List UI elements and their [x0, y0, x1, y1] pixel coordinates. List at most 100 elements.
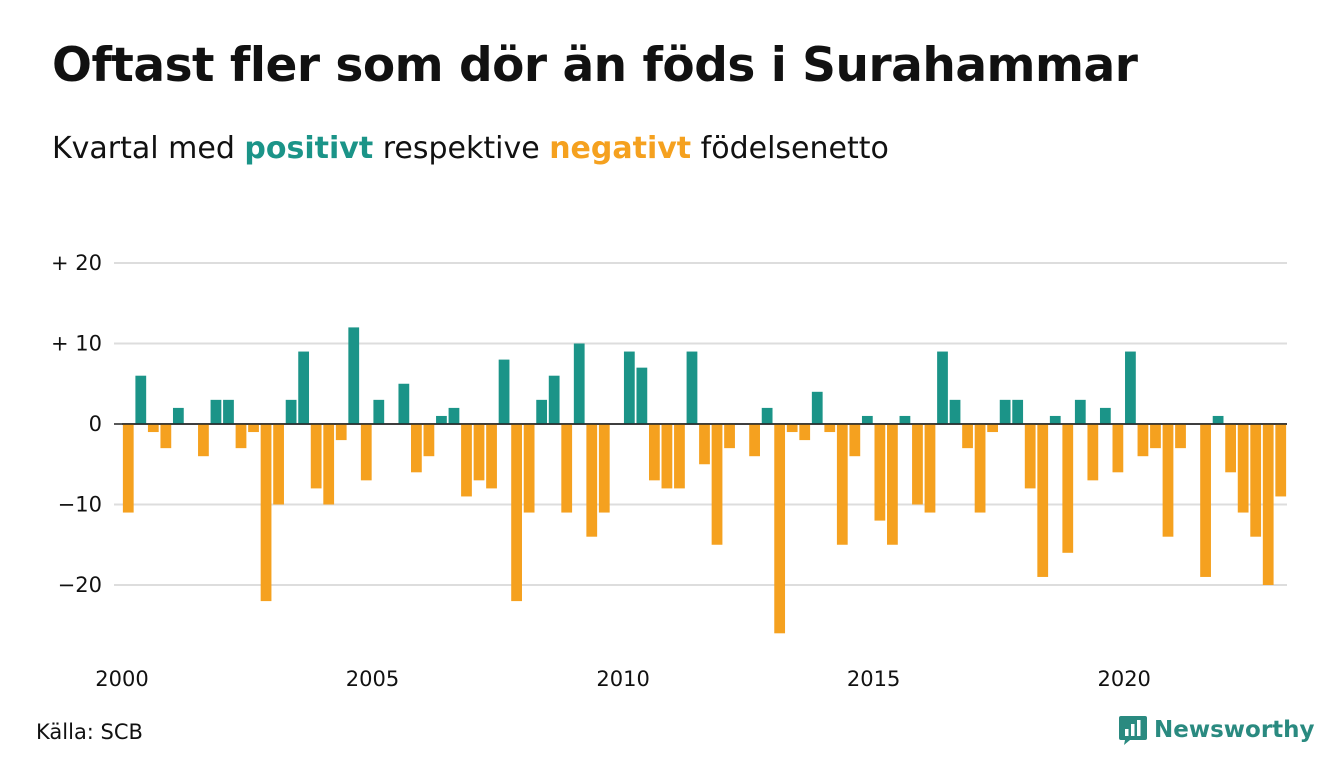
bar-positive	[398, 383, 410, 424]
bar-positive	[348, 327, 360, 424]
bar-negative	[248, 424, 259, 433]
bar-negative	[874, 424, 886, 521]
bar-positive	[1212, 415, 1224, 424]
bar-negative	[523, 424, 535, 513]
bar-positive	[536, 399, 548, 424]
bar-positive	[448, 407, 460, 424]
bar-negative	[1024, 424, 1036, 489]
y-tick-label: −20	[58, 573, 102, 597]
bar-positive	[548, 375, 560, 424]
bar-negative	[561, 424, 573, 513]
bar-negative	[423, 424, 435, 457]
bar-negative	[699, 424, 710, 465]
bar-positive	[686, 351, 698, 424]
bar-negative	[323, 424, 335, 505]
bar-negative	[849, 424, 861, 457]
bar-negative	[987, 424, 998, 433]
bar-negative	[749, 424, 760, 457]
bar-positive	[623, 351, 635, 424]
subtitle-suffix: födelsenetto	[691, 131, 889, 166]
bar-negative	[1137, 424, 1149, 457]
bar-negative	[674, 424, 685, 489]
bar-negative	[260, 424, 272, 602]
bar-negative	[1112, 424, 1124, 473]
bar-positive	[373, 399, 385, 424]
bar-positive	[636, 367, 648, 424]
bar-negative	[799, 424, 811, 441]
bar-negative	[974, 424, 986, 513]
bar-positive	[1049, 415, 1061, 424]
bar-negative	[461, 424, 472, 497]
bar-positive	[1012, 399, 1024, 424]
bar-negative	[1262, 424, 1274, 585]
bar-negative	[598, 424, 610, 513]
x-tick-label: 2005	[346, 667, 399, 691]
bar-negative	[1225, 424, 1237, 473]
bar-positive	[999, 399, 1011, 424]
bar-negative	[198, 424, 209, 457]
bar-negative	[160, 424, 172, 449]
bar-negative	[1062, 424, 1074, 553]
bar-negative	[661, 424, 673, 489]
chart-subtitle: Kvartal med positivt respektive negativt…	[52, 131, 889, 166]
bar-negative	[1175, 424, 1186, 449]
bar-negative	[824, 424, 836, 433]
bar-negative	[1037, 424, 1049, 577]
subtitle-middle: respektive	[373, 131, 550, 166]
axes: + 20 + 10 0 −10 −20 2000 2005 2010 2015 2020	[51, 251, 1287, 691]
bar-positive	[210, 399, 222, 424]
subtitle-negative-word: negativt	[549, 131, 692, 166]
bar-positive	[285, 399, 297, 424]
bar-positive	[949, 399, 961, 424]
subtitle-prefix: Kvartal med	[52, 131, 245, 166]
bar-positive	[761, 407, 773, 424]
bar-negative	[924, 424, 936, 513]
bars	[122, 327, 1287, 634]
bar-negative	[774, 424, 786, 634]
bar-negative	[360, 424, 372, 481]
brand-name: Newsworthy	[1154, 717, 1315, 743]
bar-negative	[786, 424, 798, 433]
subtitle-positive-word: positivt	[244, 131, 374, 166]
bar-positive	[1099, 407, 1111, 424]
bar-negative	[711, 424, 723, 545]
bar-negative	[235, 424, 247, 449]
bar-positive	[861, 415, 873, 424]
bar-negative	[724, 424, 735, 449]
newsworthy-logo-icon	[1119, 716, 1147, 745]
bar-negative	[273, 424, 284, 505]
x-tick-label: 2020	[1097, 667, 1150, 691]
bar-negative	[486, 424, 497, 489]
bar-negative	[1250, 424, 1262, 537]
bar-negative	[122, 424, 134, 513]
bar-positive	[573, 343, 585, 424]
bar-chart: + 20 + 10 0 −10 −20 2000 2005 2010 2015 2020	[51, 251, 1287, 691]
bar-negative	[1150, 424, 1161, 449]
bar-negative	[649, 424, 660, 481]
bar-negative	[887, 424, 898, 545]
chart-title: Oftast fler som dör än föds i Surahammar	[52, 38, 1138, 93]
bar-positive	[436, 415, 447, 424]
bar-negative	[1275, 424, 1287, 497]
bar-negative	[912, 424, 923, 505]
brand-logo: Newsworthy	[1118, 714, 1315, 746]
y-tick-label: −10	[58, 493, 102, 517]
bar-positive	[498, 359, 510, 424]
y-tick-label: + 20	[51, 251, 102, 275]
x-tick-label: 2015	[847, 667, 900, 691]
bar-negative	[1237, 424, 1249, 513]
bar-positive	[135, 375, 147, 424]
bar-negative	[1087, 424, 1099, 481]
x-tick-label: 2000	[95, 667, 148, 691]
y-tick-label: + 10	[51, 332, 102, 356]
bar-positive	[937, 351, 948, 424]
bar-negative	[836, 424, 848, 545]
x-tick-label: 2010	[596, 667, 649, 691]
bar-negative	[335, 424, 347, 441]
bar-negative	[1200, 424, 1211, 577]
bar-positive	[298, 351, 310, 424]
bar-negative	[586, 424, 598, 537]
bar-negative	[147, 424, 159, 433]
source-note: Källa: SCB	[36, 720, 143, 744]
bar-negative	[511, 424, 522, 602]
